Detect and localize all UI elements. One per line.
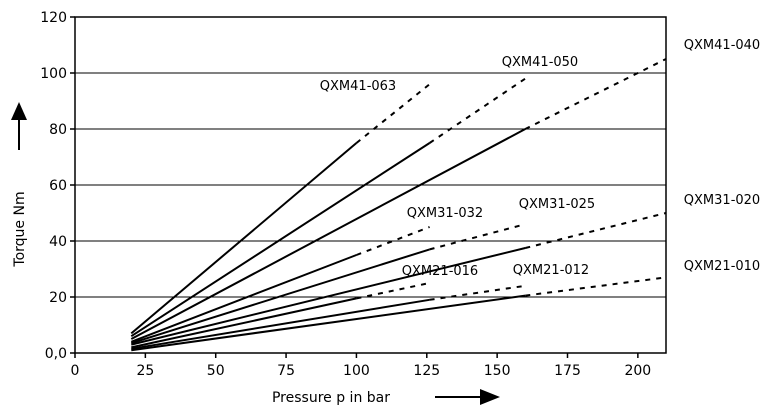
series-extension-qxm41-040	[524, 58, 667, 130]
series-label-qxm41-040: QXM41-040	[684, 38, 760, 53]
series-label-qxm31-020: QXM31-020	[684, 193, 760, 208]
series-extension-qxm21-012	[429, 284, 526, 301]
x-axis-ticks: 0 25 50 75 100 125 150 175 200	[71, 353, 651, 379]
series-line-qxm31-020	[131, 247, 526, 346]
x-tick-label: 150	[484, 363, 511, 379]
x-tick-label: 125	[413, 363, 440, 379]
series-extension-qxm21-010	[525, 276, 667, 297]
y-tick-label: 40	[49, 234, 67, 250]
y-tick-label: 60	[49, 178, 67, 194]
series-extension-qxm41-063	[355, 83, 431, 144]
series-line-qxm21-016	[131, 297, 357, 349]
y-tick-label: 120	[40, 10, 67, 26]
y-tick-label: 20	[49, 290, 67, 306]
y-axis-title: Torque Nm	[12, 191, 28, 267]
x-tick-label: 75	[277, 363, 295, 379]
y-axis-arrow-icon	[11, 102, 27, 150]
series-extension-qxm21-016	[356, 282, 430, 300]
x-tick-label: 100	[343, 363, 370, 379]
series-line-qxm31-032	[130, 254, 357, 343]
y-axis-ticks: 0,0 20 40 60 80 100 120	[40, 10, 75, 362]
x-tick-label: 25	[136, 363, 154, 379]
series-extension-qxm31-020	[525, 212, 667, 249]
x-tick-label: 175	[554, 363, 581, 379]
series-extension-qxm41-050	[429, 77, 526, 144]
y-tick-label: 80	[49, 122, 67, 138]
series-extension-qxm31-025	[429, 223, 526, 251]
y-tick-label: 100	[40, 66, 67, 82]
x-tick-label: 50	[207, 363, 225, 379]
grid-lines	[75, 72, 666, 298]
series-labels: QXM41-063 QXM41-050 QXM41-040 QXM31-032 QXM3…	[320, 38, 760, 279]
y-tick-label: 0,0	[45, 346, 67, 362]
series-label-qxm41-063: QXM41-063	[320, 79, 396, 94]
x-axis-arrow-icon	[435, 389, 500, 405]
series-line-qxm41-050	[130, 142, 431, 338]
x-tick-label: 200	[624, 363, 651, 379]
series-label-qxm21-010: QXM21-010	[684, 259, 760, 274]
series-line-qxm41-063	[130, 142, 358, 335]
series-label-qxm41-050: QXM41-050	[502, 55, 578, 70]
series-label-qxm31-025: QXM31-025	[519, 197, 595, 212]
series-line-qxm21-012	[131, 298, 430, 350]
series-label-qxm31-032: QXM31-032	[407, 206, 483, 221]
x-axis-title: Pressure p in bar	[272, 390, 390, 406]
series-line-qxm31-025	[130, 248, 430, 345]
series-line-qxm41-040	[130, 128, 526, 340]
series-lines	[130, 58, 667, 352]
series-line-qxm21-010	[131, 294, 526, 352]
series-label-qxm21-012: QXM21-012	[513, 263, 589, 278]
x-tick-label: 0	[71, 363, 80, 379]
series-label-qxm21-016: QXM21-016	[402, 264, 478, 279]
series-extension-qxm31-032	[356, 226, 430, 256]
